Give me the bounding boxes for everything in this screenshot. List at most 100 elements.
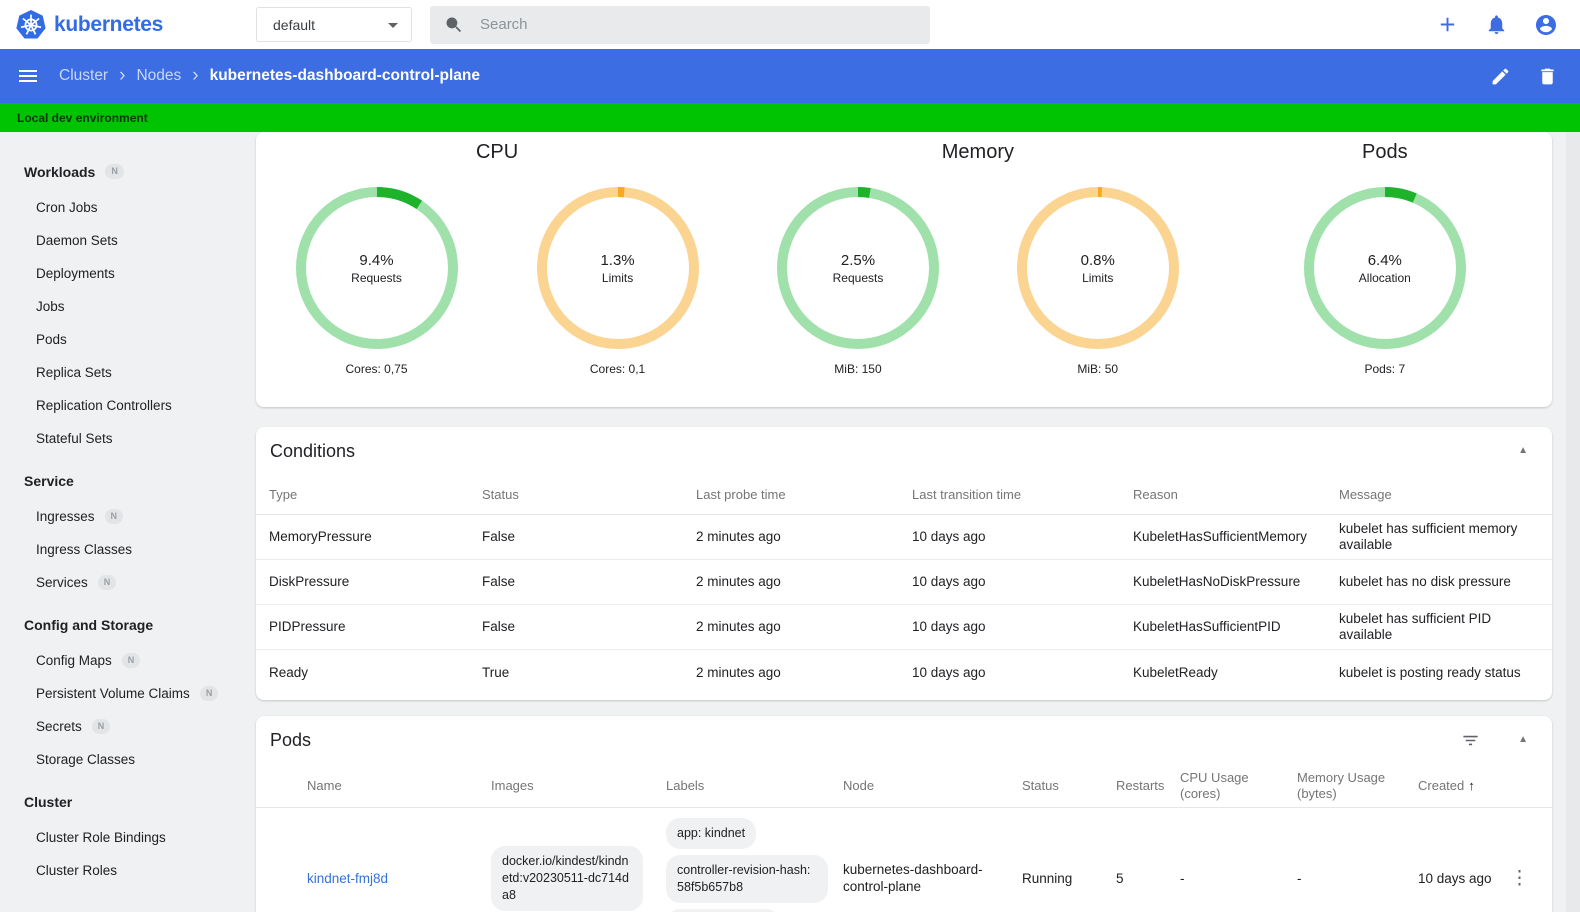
new-badge: N [121, 653, 141, 668]
sidebar-section-workloads[interactable]: Workloads N [0, 152, 253, 191]
type-value: DiskPressure [269, 574, 350, 590]
conditions-table: Type Status Last probe time Last transition… [256, 475, 1552, 695]
sidebar-item-label: Replica Sets [36, 365, 112, 380]
pod-memory-usage: - [1297, 870, 1302, 886]
column-header-status: Status [482, 486, 519, 502]
donut-cpu-requests-label: Requests [351, 270, 402, 285]
sidebar-item-config-maps[interactable]: Config Maps N [0, 644, 253, 677]
search-icon [446, 17, 462, 32]
donut-cpu-requests-percent: 9.4% [359, 251, 394, 269]
donut-memory-limits: 0.8% Limits MiB: 50 [1014, 184, 1182, 376]
column-header-node: Node [843, 777, 875, 793]
sidebar-item-label: Ingresses [36, 509, 95, 524]
pod-restarts: 5 [1116, 870, 1124, 886]
column-header-message: Message [1339, 486, 1392, 502]
sidebar-item-daemon-sets[interactable]: Daemon Sets [0, 224, 253, 257]
conditions-title: Conditions [270, 440, 356, 461]
sidebar-item-replica-sets[interactable]: Replica Sets [0, 356, 253, 389]
sidebar-item-label: Cluster Roles [36, 863, 118, 878]
donut-cpu-requests-center: 9.4% Requests [293, 184, 461, 352]
breadcrumb-item-cluster[interactable]: Cluster [59, 67, 109, 84]
delete-button[interactable] [1537, 66, 1558, 87]
message-value: kubelet has sufficient memory available [1339, 521, 1518, 552]
donut-cpu-limits: 1.3% Limits Cores: 0,1 [534, 184, 702, 376]
breadcrumb-item-nodes[interactable]: Nodes [136, 67, 182, 84]
label-chip: controller-revision-hash: 58f5b657b8 [666, 854, 828, 903]
pods-card-header: Pods ▲ [256, 716, 1552, 764]
sidebar-item-label: Deployments [36, 266, 115, 281]
sidebar-item-services[interactable]: Services N [0, 566, 253, 599]
type-value: MemoryPressure [269, 529, 372, 545]
message-value: kubelet has no disk pressure [1339, 574, 1511, 590]
sidebar-item-persistent-volume-claims[interactable]: Persistent Volume Claims N [0, 677, 253, 710]
brand-name: kubernetes [54, 12, 164, 36]
donut-memory-requests: 2.5% Requests MiB: 150 [774, 184, 942, 376]
sidebar-item-deployments[interactable]: Deployments [0, 257, 253, 290]
pod-created: 10 days ago [1418, 870, 1492, 886]
plus-icon [1440, 17, 1455, 32]
hamburger-icon [19, 70, 37, 82]
conditions-row-pidpressure: PIDPressure False 2 minutes ago 10 days ago… [256, 605, 1552, 650]
menu-button[interactable] [16, 64, 40, 88]
pod-cpu-usage: - [1180, 870, 1185, 886]
sidebar-item-label: Services [36, 575, 88, 590]
edit-button[interactable] [1490, 66, 1511, 87]
column-header-reason: Reason [1133, 486, 1178, 502]
column-header-created[interactable]: Created ↑ [1418, 777, 1475, 793]
sidebar-item-ingresses[interactable]: Ingresses N [0, 500, 253, 533]
create-resource-button[interactable] [1436, 13, 1459, 36]
sidebar-item-storage-classes[interactable]: Storage Classes [0, 743, 253, 776]
sidebar-item-ingress-classes[interactable]: Ingress Classes [0, 533, 253, 566]
column-header-restarts: Restarts [1116, 777, 1165, 793]
environment-banner: Local dev environment [0, 103, 1580, 132]
sidebar-item-replication-controllers[interactable]: Replication Controllers [0, 389, 253, 422]
sidebar-item-label: Daemon Sets [36, 233, 118, 248]
chevron-down-icon [388, 22, 398, 28]
chevron-right-icon: › [192, 64, 199, 86]
reason-value: KubeletHasNoDiskPressure [1133, 574, 1301, 590]
scrollbar[interactable] [1566, 132, 1580, 912]
sidebar-item-secrets[interactable]: Secrets N [0, 710, 253, 743]
page-body: Workloads N Cron Jobs Daemon Sets Deployment… [0, 132, 1580, 912]
sidebar-section-cluster[interactable]: Cluster [0, 782, 253, 821]
sidebar-item-pods[interactable]: Pods [0, 323, 253, 356]
sidebar-section-service[interactable]: Service [0, 461, 253, 500]
sidebar-item-label: Ingress Classes [36, 542, 133, 557]
sidebar-item-jobs[interactable]: Jobs [0, 290, 253, 323]
chevron-right-icon: › [119, 64, 126, 86]
allocation-group-pods: Pods 6.4% Allocation Pods: 7 [1218, 136, 1552, 376]
pod-name-link[interactable]: kindnet-fmj8d [307, 870, 389, 886]
breadcrumb: Cluster › Nodes › kubernetes-dashboard-c… [59, 66, 480, 87]
sidebar-item-label: Storage Classes [36, 752, 136, 767]
collapse-conditions-button[interactable]: ▲ [1518, 445, 1528, 456]
account-button[interactable] [1534, 13, 1558, 37]
sidebar-item-cron-jobs[interactable]: Cron Jobs [0, 191, 253, 224]
donut-cpu-limits-label: Limits [601, 270, 634, 285]
filter-pods-button[interactable] [1461, 731, 1480, 750]
donut-memory-limits-center: 0.8% Limits [1014, 184, 1182, 352]
new-badge: N [199, 686, 219, 701]
namespace-selector[interactable]: default [256, 7, 412, 42]
sidebar-item-cluster-roles[interactable]: Cluster Roles [0, 854, 253, 887]
sidebar-item-stateful-sets[interactable]: Stateful Sets [0, 422, 253, 455]
sidebar-item-label: Cron Jobs [36, 200, 98, 215]
last-probe-time-value: 2 minutes ago [696, 619, 781, 635]
sidebar-item-cluster-role-bindings[interactable]: Cluster Role Bindings [0, 821, 253, 854]
row-menu-button[interactable]: ⋮ [1510, 868, 1529, 890]
notifications-button[interactable] [1485, 13, 1508, 36]
allocation-group-cpu: CPU 9.4% Requests Cores: 0,75 1.3% Limits Core… [256, 136, 738, 376]
search-input[interactable] [480, 16, 916, 33]
new-badge: N [97, 575, 117, 590]
pods-table: Name Images Labels Node Status Restarts CPU Us… [256, 764, 1552, 912]
donut-pods-allocation-footer: Pods: 7 [1364, 362, 1406, 376]
pod-labels: app: kindnet controller-revision-hash: 58… [666, 808, 843, 912]
search-bar [430, 5, 930, 44]
column-header-labels: Labels [666, 777, 705, 793]
reason-value: KubeletHasSufficientPID [1133, 619, 1281, 635]
kubernetes-brand[interactable]: kubernetes [0, 9, 240, 40]
collapse-pods-button[interactable]: ▲ [1518, 734, 1528, 745]
sidebar-section-config-and-storage[interactable]: Config and Storage [0, 605, 253, 644]
conditions-card: Conditions ▲ Type Status Last probe time La… [256, 427, 1552, 700]
column-header-status: Status [1022, 777, 1059, 793]
